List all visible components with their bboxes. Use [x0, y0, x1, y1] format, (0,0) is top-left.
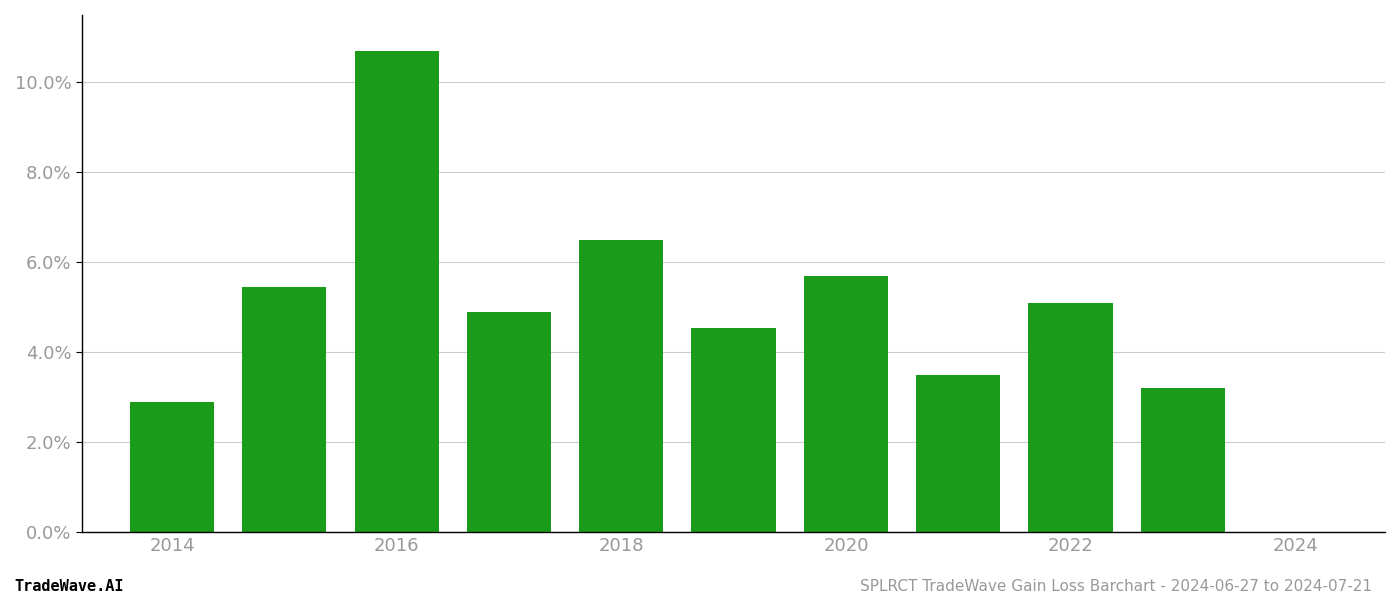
- Bar: [692, 328, 776, 532]
- Bar: [1029, 303, 1113, 532]
- Bar: [242, 287, 326, 532]
- Bar: [354, 51, 438, 532]
- Bar: [466, 312, 552, 532]
- Bar: [916, 375, 1001, 532]
- Bar: [1141, 388, 1225, 532]
- Bar: [580, 240, 664, 532]
- Text: TradeWave.AI: TradeWave.AI: [14, 579, 123, 594]
- Bar: [804, 276, 888, 532]
- Text: SPLRCT TradeWave Gain Loss Barchart - 2024-06-27 to 2024-07-21: SPLRCT TradeWave Gain Loss Barchart - 20…: [860, 579, 1372, 594]
- Bar: [130, 402, 214, 532]
